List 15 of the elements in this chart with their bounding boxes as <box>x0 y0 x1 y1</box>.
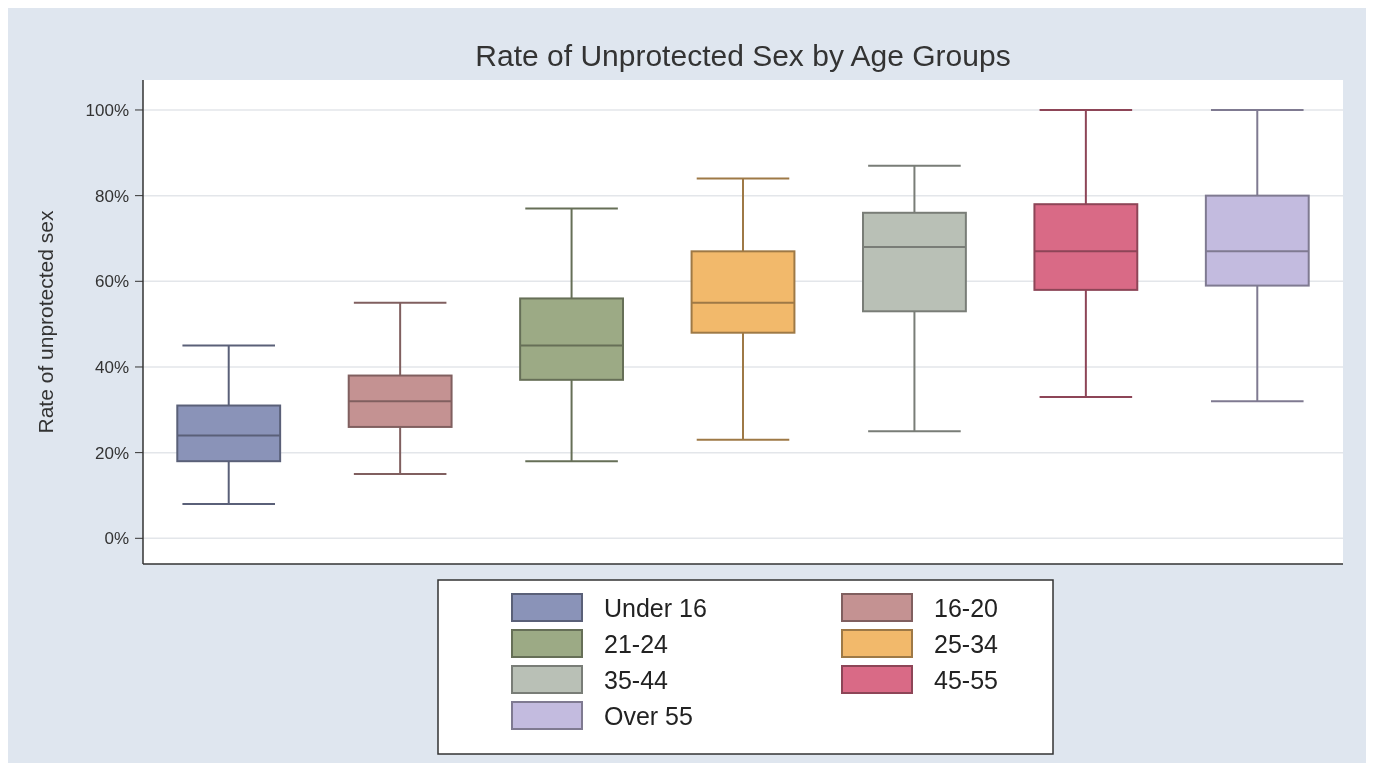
legend-label: 25-34 <box>934 629 999 658</box>
y-tick-label: 100% <box>85 100 129 120</box>
legend-label: 45-55 <box>934 665 998 694</box>
y-tick-label: 80% <box>94 186 129 206</box>
legend-label: 21-24 <box>604 629 669 658</box>
legend-label: Under 16 <box>604 593 707 622</box>
y-tick-label: 40% <box>94 357 129 377</box>
y-axis-title: Rate of unprotected sex <box>34 210 57 434</box>
chart-title: Rate of Unprotected Sex by Age Groups <box>475 39 1011 72</box>
legend-label: Over 55 <box>604 701 693 730</box>
legend-label: 35-44 <box>604 665 669 694</box>
y-tick-label: 20% <box>94 443 129 463</box>
legend-label: 16-20 <box>934 593 998 622</box>
y-tick-label: 60% <box>94 272 129 292</box>
y-tick-label: 0% <box>104 529 129 549</box>
